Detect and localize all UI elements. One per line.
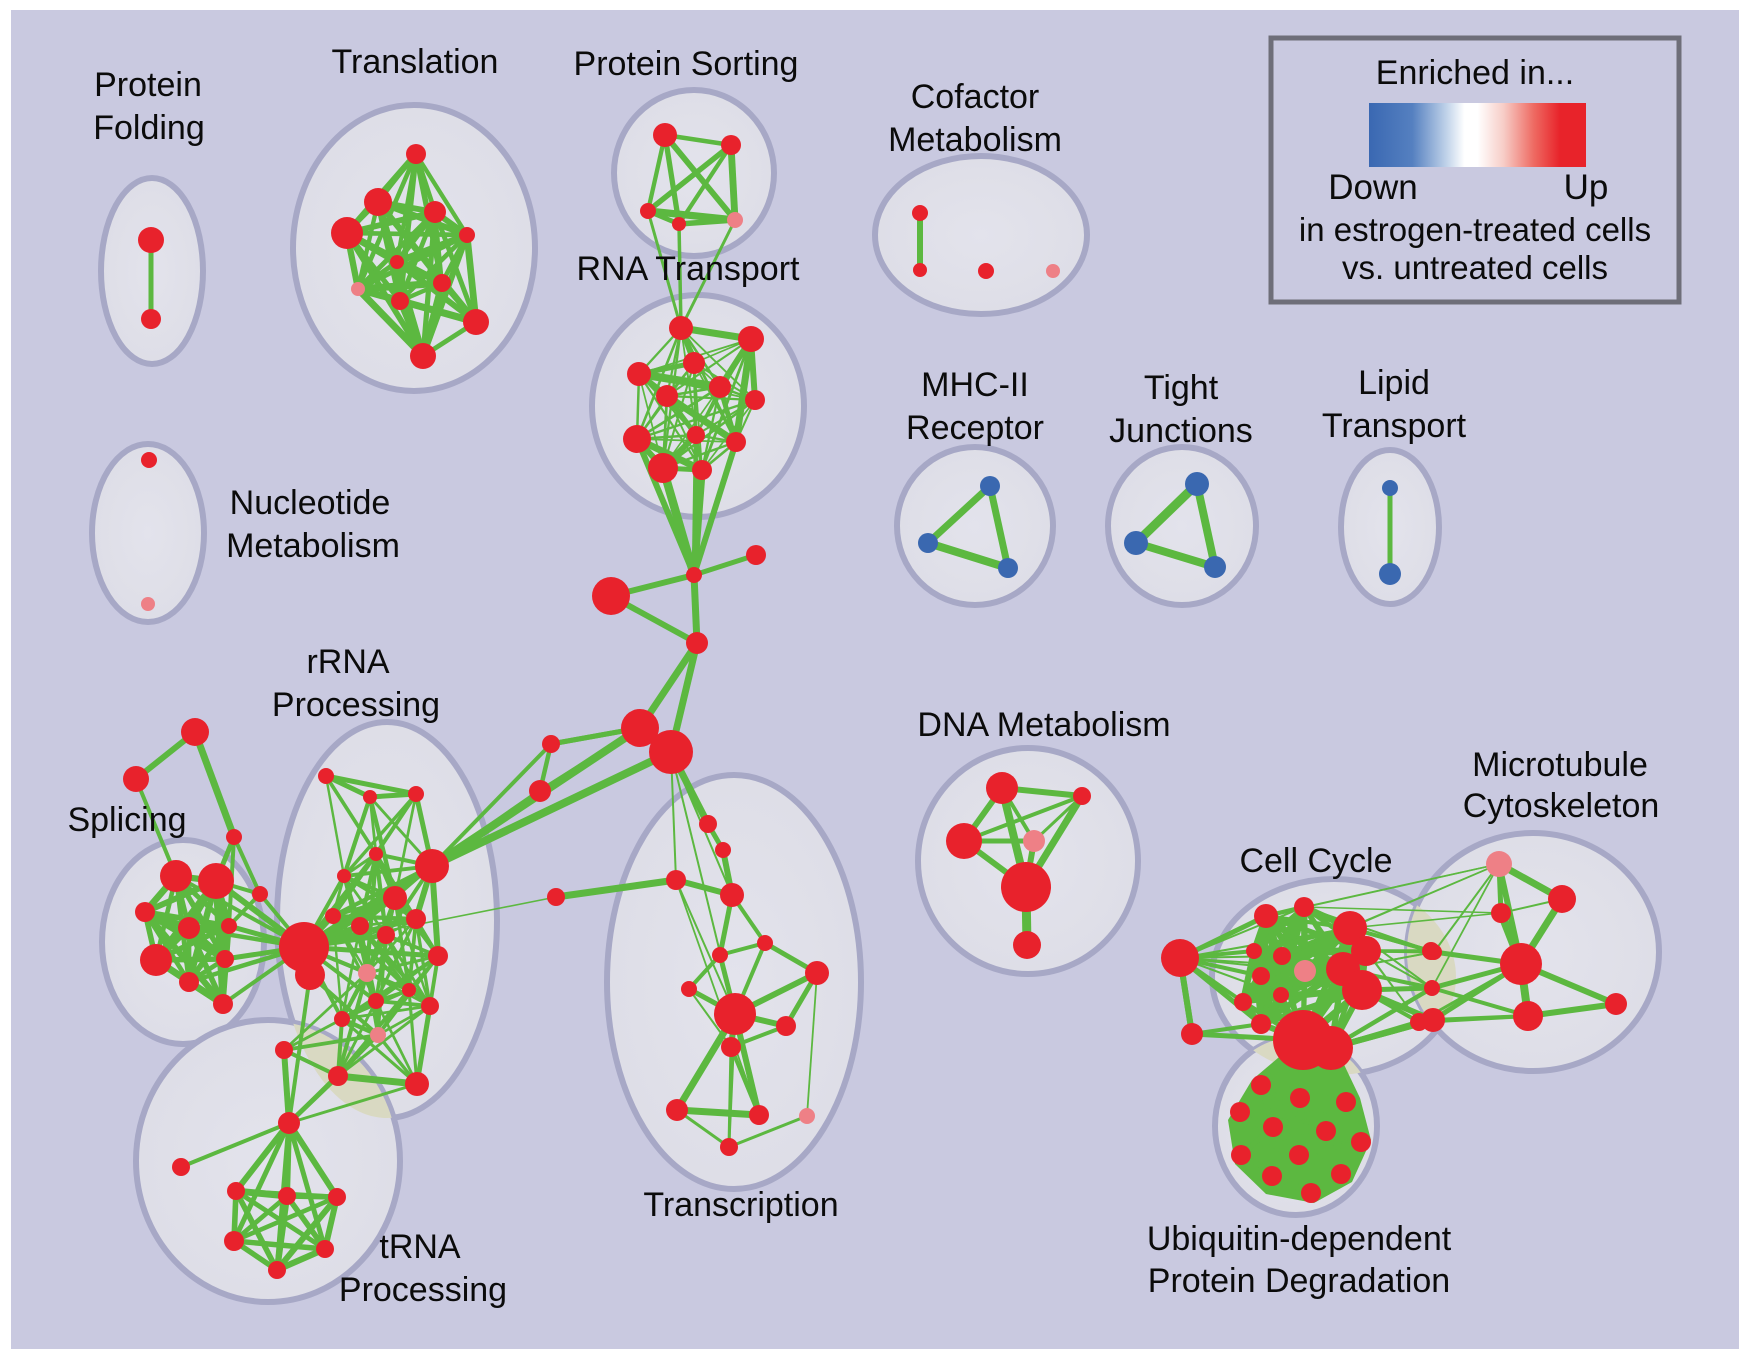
svg-text:Down: Down: [1328, 168, 1417, 207]
svg-text:DNA Metabolism: DNA Metabolism: [917, 706, 1170, 744]
svg-text:Nucleotide: Nucleotide: [230, 484, 391, 522]
svg-text:Metabolism: Metabolism: [226, 527, 400, 565]
svg-text:Transcription: Transcription: [643, 1186, 838, 1224]
svg-text:Cell Cycle: Cell Cycle: [1239, 842, 1392, 880]
svg-text:Splicing: Splicing: [67, 801, 186, 839]
svg-text:MHC-II: MHC-II: [921, 366, 1029, 404]
svg-text:Translation: Translation: [332, 43, 499, 81]
svg-text:tRNA: tRNA: [379, 1228, 461, 1266]
svg-text:Microtubule: Microtubule: [1472, 746, 1648, 784]
svg-text:Junctions: Junctions: [1109, 412, 1253, 450]
svg-text:vs. untreated cells: vs. untreated cells: [1342, 249, 1608, 286]
svg-text:in estrogen-treated cells: in estrogen-treated cells: [1299, 211, 1651, 248]
svg-text:RNA Transport: RNA Transport: [577, 250, 801, 288]
svg-text:Protein: Protein: [94, 66, 202, 104]
svg-text:Cofactor: Cofactor: [911, 78, 1040, 116]
svg-text:Ubiquitin-dependent: Ubiquitin-dependent: [1147, 1220, 1452, 1258]
svg-text:Up: Up: [1564, 168, 1609, 207]
svg-text:Transport: Transport: [1322, 407, 1467, 445]
svg-text:Processing: Processing: [272, 686, 440, 724]
svg-text:Protein Degradation: Protein Degradation: [1148, 1262, 1450, 1300]
svg-text:Cytoskeleton: Cytoskeleton: [1463, 787, 1660, 825]
svg-text:Tight: Tight: [1144, 369, 1219, 407]
svg-text:Folding: Folding: [93, 109, 205, 147]
svg-text:Protein Sorting: Protein Sorting: [574, 45, 799, 83]
svg-text:Receptor: Receptor: [906, 409, 1044, 447]
svg-text:rRNA: rRNA: [306, 643, 389, 681]
svg-text:Processing: Processing: [339, 1271, 507, 1309]
svg-text:Metabolism: Metabolism: [888, 121, 1062, 159]
svg-text:Lipid: Lipid: [1358, 364, 1430, 402]
svg-text:Enriched in...: Enriched in...: [1376, 54, 1574, 92]
